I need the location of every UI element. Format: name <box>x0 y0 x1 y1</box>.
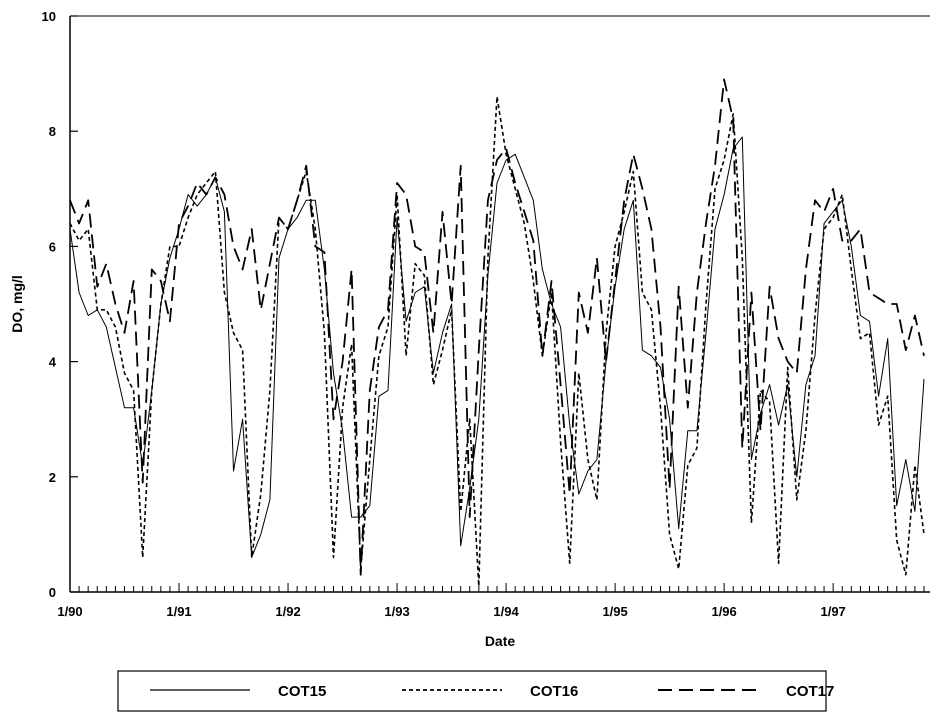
legend-label-cot16: COT16 <box>530 683 578 700</box>
y-tick-label: 6 <box>49 239 56 254</box>
x-axis-tick-labels: 1/90 1/91 1/92 1/93 1/94 1/95 1/96 1/97 <box>57 604 845 619</box>
x-tick-label: 1/94 <box>493 604 519 619</box>
legend-label-cot15: COT15 <box>278 683 326 700</box>
y-axis-title: DO, mg/l <box>9 275 25 333</box>
series-line-cot16 <box>69 95 925 587</box>
x-tick-label: 1/93 <box>384 604 409 619</box>
y-tick-label: 4 <box>49 355 57 370</box>
y-tick-label: 0 <box>49 585 56 600</box>
x-axis-title: Date <box>485 633 516 649</box>
x-tick-label: 1/90 <box>57 604 82 619</box>
y-axis-ticks <box>70 15 78 593</box>
plot-area: 1/90 1/91 1/92 1/93 1/94 1/95 1/96 1/97 0 2 4 6 8 10 <box>42 9 930 619</box>
x-tick-label: 1/92 <box>275 604 300 619</box>
x-tick-label: 1/96 <box>711 604 736 619</box>
legend-label-cot17: COT17 <box>786 683 834 700</box>
x-axis-minor-ticks <box>69 583 925 592</box>
y-tick-label: 2 <box>49 470 56 485</box>
legend-box <box>117 670 827 712</box>
x-tick-label: 1/91 <box>166 604 191 619</box>
y-axis-tick-labels: 0 2 4 6 8 10 <box>42 9 57 600</box>
y-tick-label: 8 <box>49 124 56 139</box>
y-tick-label: 10 <box>42 9 56 24</box>
series-lines <box>69 78 925 587</box>
x-tick-label: 1/95 <box>602 604 627 619</box>
series-line-cot17 <box>69 78 925 576</box>
x-tick-label: 1/97 <box>820 604 845 619</box>
legend: COT15 COT16 COT17 <box>117 670 834 712</box>
